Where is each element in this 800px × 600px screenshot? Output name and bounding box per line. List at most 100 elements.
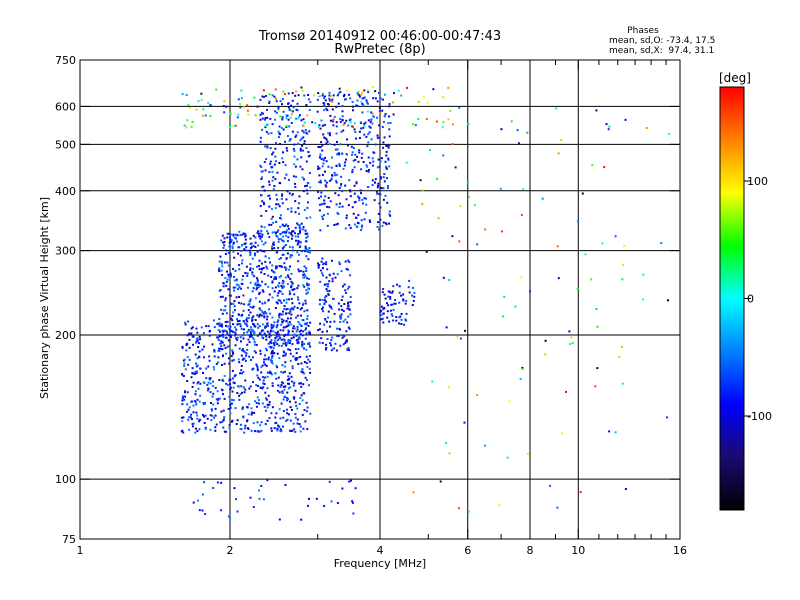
data-point [349,301,352,303]
data-point [287,298,290,301]
data-point [209,104,212,107]
data-point [330,349,333,352]
data-point [342,310,345,313]
data-point [353,184,356,187]
data-point [369,126,372,129]
data-point [413,291,416,294]
data-point [325,295,328,298]
data-point [183,358,186,361]
data-point [289,359,292,362]
data-point [368,219,371,222]
data-point [300,394,303,397]
data-point [270,359,273,362]
data-point [242,386,245,389]
data-point [180,416,183,419]
data-point [196,357,199,360]
data-point [624,118,627,121]
data-point [301,343,304,346]
data-point [236,323,239,326]
data-point [218,318,221,321]
data-point [298,202,301,205]
data-point [285,117,288,120]
data-point [325,276,328,279]
x-tick-label: 8 [527,544,534,557]
data-point [328,91,331,94]
data-point [194,390,197,393]
data-point [603,166,606,169]
data-point [317,197,320,200]
data-point [287,322,290,325]
data-point [309,216,312,219]
data-point [260,386,263,389]
data-point [270,427,273,430]
data-point [296,296,299,299]
data-point [330,307,333,310]
data-point [230,329,233,332]
data-point [338,163,341,166]
data-point [193,400,196,403]
data-point [263,332,266,335]
data-point [281,381,283,384]
data-point [338,87,341,90]
data-point [248,403,251,406]
data-point [270,345,273,348]
data-point [264,409,267,412]
data-point [277,299,280,302]
data-point [258,325,261,328]
data-point [360,192,362,195]
data-point [271,287,274,290]
data-point [285,231,288,234]
data-point [306,184,308,187]
y-tick-label: 750 [55,54,76,67]
data-point [322,310,325,313]
data-point [378,92,380,94]
data-point [328,99,331,102]
data-point [199,338,202,341]
data-point [325,185,328,188]
data-point [275,266,278,269]
data-point [413,295,416,298]
data-point [260,421,263,424]
data-point [278,258,281,261]
data-point [301,368,304,371]
data-point [282,310,284,313]
data-point [246,419,249,422]
data-point [260,194,263,197]
data-point [269,117,272,120]
data-point [289,419,292,422]
data-point [293,327,296,330]
data-point [383,307,386,310]
data-point [186,119,189,122]
data-point [329,143,331,146]
data-point [192,411,195,414]
data-point [255,402,258,404]
data-point [249,251,252,254]
data-point [347,124,350,127]
data-point [355,182,358,185]
data-point [271,264,274,267]
data-point [228,245,231,248]
data-point [225,330,228,333]
data-point [287,413,290,416]
data-point [275,276,278,279]
data-point [181,420,184,423]
data-point [241,391,243,394]
y-tick-label: 300 [55,245,76,258]
data-point [342,343,345,346]
data-point [293,288,296,291]
data-point [261,186,263,189]
data-point [302,228,305,231]
data-point [404,302,407,305]
data-point [303,343,306,345]
data-point [501,315,504,318]
data-point [307,291,309,294]
data-point [248,341,251,344]
data-point [280,301,283,304]
data-point [256,265,258,268]
data-point [282,354,285,357]
data-point [284,244,287,246]
data-point [223,100,226,103]
data-point [389,309,392,312]
data-point [618,356,621,358]
data-point [277,130,280,133]
